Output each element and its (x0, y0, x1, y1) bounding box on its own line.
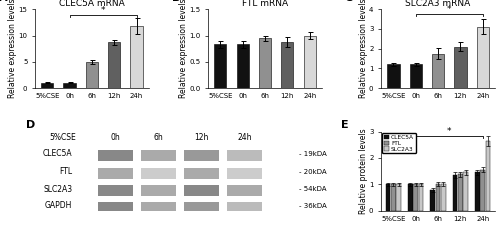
Bar (452, 175, 458, 211)
Text: E: E (342, 120, 349, 130)
FancyBboxPatch shape (227, 185, 262, 196)
Bar (418, 184, 424, 211)
Text: 24h: 24h (237, 134, 252, 142)
Text: SLC2A3: SLC2A3 (43, 185, 72, 194)
Text: - 36kDA: - 36kDA (299, 203, 326, 209)
Text: B: B (172, 0, 180, 3)
FancyBboxPatch shape (227, 202, 262, 213)
Text: CLEC5A: CLEC5A (42, 149, 72, 158)
Bar (41, 83, 54, 88)
Bar (396, 184, 401, 211)
Bar (464, 172, 468, 211)
Bar (432, 54, 444, 88)
Bar (259, 38, 271, 88)
Text: *: * (447, 5, 452, 14)
Text: 0h: 0h (110, 134, 120, 142)
Text: - 20kDA: - 20kDA (299, 169, 326, 175)
Bar (436, 184, 440, 211)
FancyBboxPatch shape (98, 150, 132, 161)
FancyBboxPatch shape (184, 168, 218, 179)
Bar (304, 35, 316, 88)
Y-axis label: Relative expression levels: Relative expression levels (179, 0, 188, 98)
Text: A: A (0, 0, 7, 3)
FancyBboxPatch shape (227, 168, 262, 179)
Bar (410, 65, 422, 88)
Bar (480, 170, 485, 211)
Title: CLEC5A mRNA: CLEC5A mRNA (59, 0, 125, 8)
FancyBboxPatch shape (141, 150, 176, 161)
Bar (458, 174, 463, 211)
Bar (454, 47, 466, 88)
FancyBboxPatch shape (98, 168, 132, 179)
Bar (475, 172, 480, 211)
Bar (108, 42, 120, 88)
Title: SLC2A3 mRNA: SLC2A3 mRNA (406, 0, 470, 8)
Text: 6h: 6h (154, 134, 164, 142)
Bar (441, 184, 446, 211)
FancyBboxPatch shape (184, 202, 218, 213)
Bar (130, 26, 142, 88)
Bar (391, 184, 396, 211)
Bar (476, 27, 489, 88)
Text: 12h: 12h (194, 134, 208, 142)
Bar (281, 42, 293, 88)
Text: *: * (101, 6, 105, 15)
Bar (388, 65, 400, 88)
Text: *: * (447, 127, 452, 136)
Bar (414, 184, 418, 211)
Bar (408, 184, 412, 211)
FancyBboxPatch shape (98, 185, 132, 196)
FancyBboxPatch shape (184, 150, 218, 161)
FancyBboxPatch shape (98, 202, 132, 213)
Bar (214, 44, 226, 88)
Legend: CLEC5A, FTL, SLC2A3: CLEC5A, FTL, SLC2A3 (382, 133, 416, 153)
Text: - 19kDA: - 19kDA (299, 151, 326, 157)
Bar (64, 83, 76, 88)
Text: FTL: FTL (59, 167, 72, 177)
Y-axis label: Relative expression levels: Relative expression levels (358, 0, 368, 98)
Text: GAPDH: GAPDH (45, 202, 72, 210)
Text: D: D (26, 120, 36, 130)
Text: 5%CSE: 5%CSE (50, 134, 76, 142)
Text: C: C (344, 0, 353, 3)
FancyBboxPatch shape (141, 185, 176, 196)
Bar (386, 184, 390, 211)
Bar (236, 44, 249, 88)
Bar (486, 141, 490, 211)
FancyBboxPatch shape (141, 202, 176, 213)
Y-axis label: Relative expression levels: Relative expression levels (8, 0, 17, 98)
Text: - 54kDA: - 54kDA (299, 186, 326, 192)
Title: FTL mRNA: FTL mRNA (242, 0, 288, 8)
Y-axis label: Relative protein levels: Relative protein levels (358, 128, 368, 214)
FancyBboxPatch shape (227, 150, 262, 161)
FancyBboxPatch shape (184, 185, 218, 196)
FancyBboxPatch shape (141, 168, 176, 179)
Bar (430, 190, 435, 211)
Bar (86, 62, 98, 88)
